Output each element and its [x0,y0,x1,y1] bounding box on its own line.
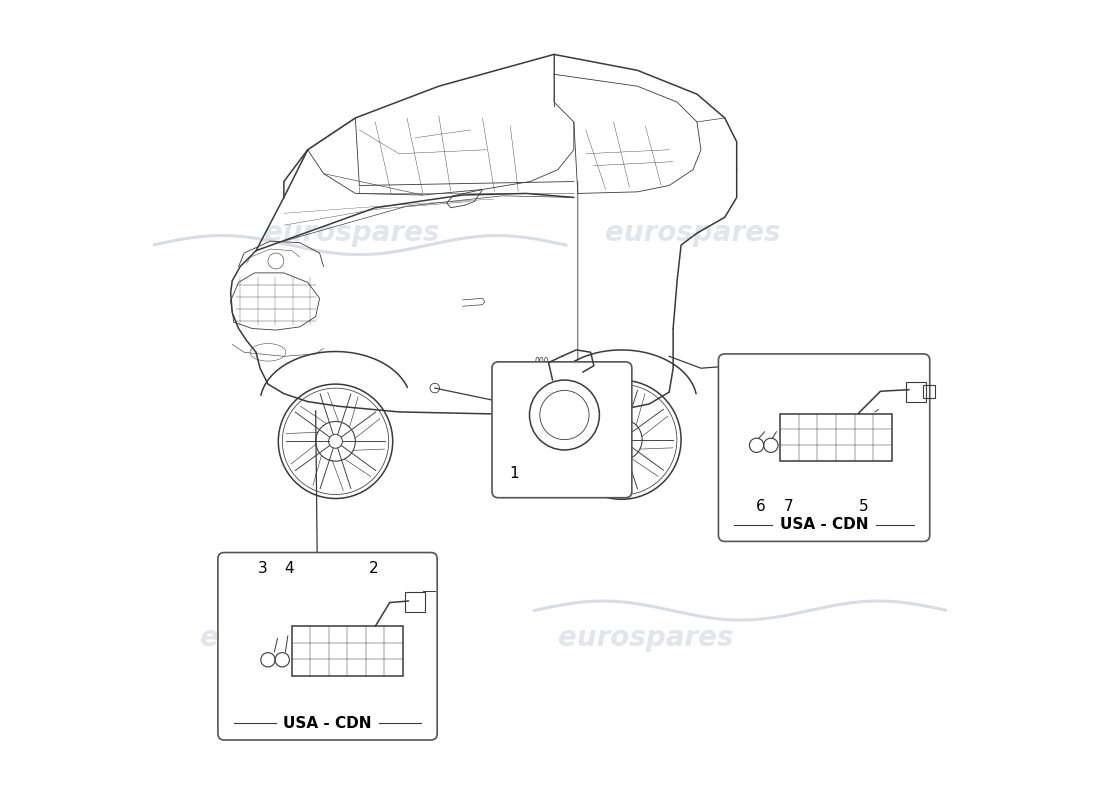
Text: eurospares: eurospares [605,219,781,247]
Text: USA - CDN: USA - CDN [780,518,868,532]
FancyBboxPatch shape [218,553,437,740]
Text: eurospares: eurospares [558,624,733,652]
Text: eurospares: eurospares [200,624,375,652]
Bar [780,414,892,461]
Text: 2: 2 [368,561,378,576]
FancyBboxPatch shape [718,354,930,542]
Text: 000: 000 [535,358,549,366]
Bar [292,626,403,676]
Text: eurospares: eurospares [264,219,439,247]
Text: 1: 1 [509,466,519,482]
Text: 5: 5 [859,499,869,514]
Bar [906,382,926,402]
Text: USA - CDN: USA - CDN [284,716,372,731]
Text: 7: 7 [783,499,793,514]
Bar [923,385,935,398]
Text: 4: 4 [285,561,294,576]
Text: 6: 6 [756,499,766,514]
FancyBboxPatch shape [492,362,631,498]
Text: 3: 3 [257,561,267,576]
Bar [405,592,425,612]
